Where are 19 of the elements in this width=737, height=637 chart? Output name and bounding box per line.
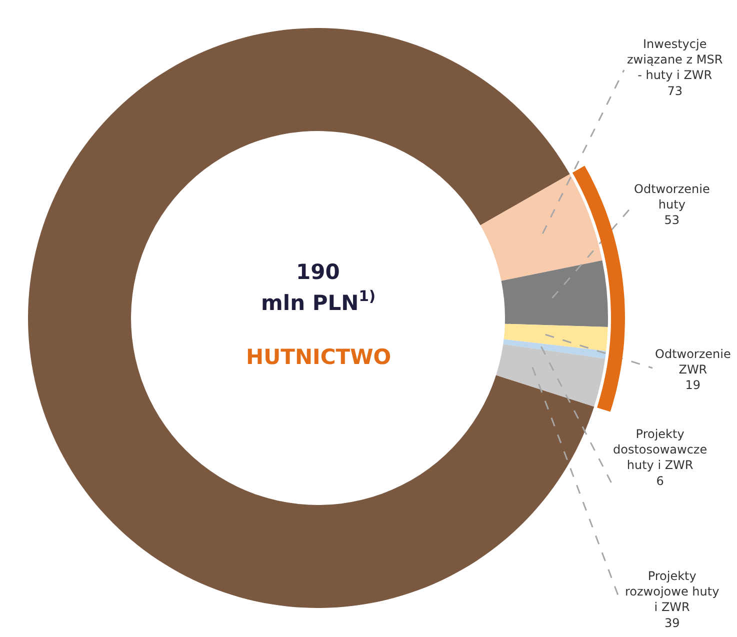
text: mln PLN$^{1)}$ [261,288,376,315]
data-label: 6 [656,474,664,488]
donut-slice [496,344,606,407]
data-label: 53 [664,213,680,228]
donut-slice [480,174,602,281]
slice-label: Projekty rozwojowe huty i ZWR [625,569,720,614]
slice-label: Odtworzenie huty [634,182,710,212]
text: HUTNICTWO [246,345,392,369]
slice-label: Inwestycje związane z MSR - huty i ZWR [627,37,723,82]
slice-label: Odtworzenie ZWR [655,347,731,377]
data-label: 19 [685,378,701,392]
donut-slice [504,324,608,352]
donut-slice [28,28,594,608]
data-label: 39 [664,616,680,630]
donut-slice [503,339,606,359]
data-label: 73 [667,84,682,98]
donut-slice [501,260,608,328]
slice-label: Projekty dostosowawcze huty i ZWR [613,427,708,472]
text: 190 [296,260,340,284]
